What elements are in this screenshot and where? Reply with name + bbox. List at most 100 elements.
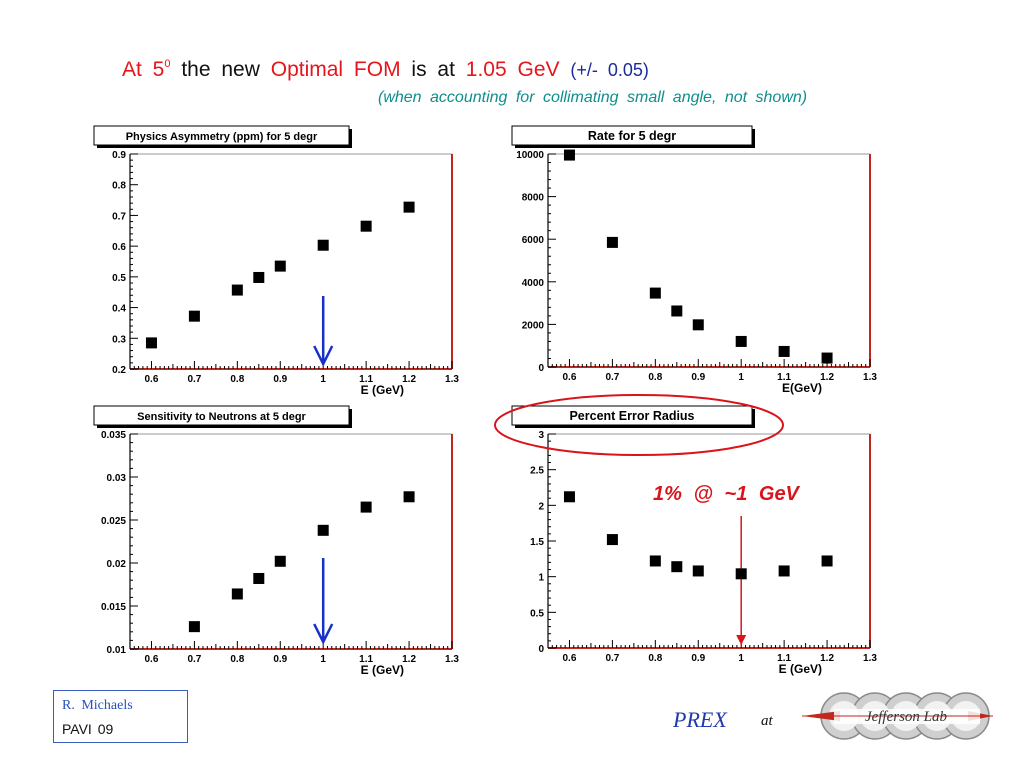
conference-label: PAVI 09 [62, 721, 114, 737]
x-tick-label: 1.3 [445, 374, 459, 385]
y-tick-label: 2000 [522, 320, 545, 331]
x-tick-label: 0.8 [230, 374, 244, 385]
arrow-head [313, 623, 334, 645]
data-point [671, 305, 683, 317]
y-tick-label: 0.7 [112, 211, 126, 222]
data-point [231, 588, 243, 600]
data-point [778, 565, 790, 577]
data-point [649, 555, 661, 567]
arrow-head [736, 635, 747, 645]
x-axis-label: E(GeV) [782, 381, 822, 395]
x-tick-label: 1.2 [820, 372, 834, 383]
y-tick-label: 0.02 [107, 559, 127, 570]
x-tick-label: 1.2 [820, 653, 834, 664]
y-tick-label: 3 [538, 430, 544, 441]
data-point [403, 491, 415, 503]
y-tick-label: 0.015 [101, 602, 126, 613]
title-energy: 1.05 GeV [465, 58, 560, 81]
y-tick-label: 0.025 [101, 516, 126, 527]
jefferson-lab-logo: Jefferson Lab [800, 688, 995, 748]
y-tick-label: 10000 [516, 150, 544, 161]
x-tick-label: 0.6 [563, 653, 577, 664]
y-tick-label: 0.01 [107, 645, 127, 656]
data-point [671, 561, 683, 573]
x-tick-label: 1.3 [863, 653, 877, 664]
chart-title-box [93, 405, 350, 426]
y-tick-label: 1 [538, 573, 544, 584]
y-tick-label: 4000 [522, 278, 545, 289]
x-tick-label: 0.7 [605, 372, 619, 383]
y-tick-label: 0 [538, 363, 544, 374]
data-point [253, 572, 265, 584]
data-point [735, 335, 747, 347]
annotation-one-percent: 1% @ ~1 GeV [653, 483, 799, 505]
title-superscript: 0 [164, 58, 171, 70]
data-point [231, 284, 243, 296]
data-point [145, 337, 157, 349]
y-tick-label: 2.5 [530, 466, 544, 477]
y-tick-label: 0.035 [101, 430, 126, 441]
chart-title: Rate for 5 degr [588, 129, 676, 143]
y-tick-label: 0 [538, 644, 544, 655]
x-tick-label: 0.9 [273, 374, 287, 385]
y-tick-label: 0.03 [107, 473, 127, 484]
at-label: at [761, 713, 773, 729]
x-tick-label: 1.1 [777, 653, 791, 664]
x-tick-label: 0.8 [648, 372, 662, 383]
slide-title: At 50 the new Optimal FOM is at 1.05 GeV… [122, 58, 649, 82]
chart-title-box [511, 125, 753, 146]
x-tick-label: 1.1 [359, 654, 373, 665]
data-point [563, 149, 575, 161]
chart-title: Percent Error Radius [569, 409, 694, 423]
title-at: At 5 [122, 58, 165, 81]
data-point [821, 352, 833, 364]
chart-physics-asymmetry: 0.6 0.7 0.8 0.9 1 1.1 1.2 1.3 0.2 0.3 0.4 0.5 0.6 0.7… [82, 124, 482, 399]
chart-title-box [93, 125, 350, 146]
data-point [778, 345, 790, 357]
y-tick-label: 0.9 [112, 150, 126, 161]
x-axis-label: E (GeV) [361, 663, 404, 677]
x-tick-label: 0.9 [273, 654, 287, 665]
x-tick-label: 1.1 [359, 374, 373, 385]
y-tick-label: 0.6 [112, 242, 126, 253]
y-tick-label: 0.4 [112, 304, 126, 315]
title-the-new: the new [181, 58, 260, 81]
slide-subtitle: (when accounting for collimating small a… [378, 89, 808, 106]
data-point [317, 524, 329, 536]
x-tick-label: 1 [320, 374, 326, 385]
x-tick-label: 1.3 [863, 372, 877, 383]
highlight-ellipse [492, 392, 792, 463]
chart-sensitivity: 0.6 0.7 0.8 0.9 1 1.1 1.2 1.3 0.01 0.015 0.02 0.025… [82, 404, 482, 679]
data-point [606, 534, 618, 546]
x-tick-label: 0.7 [187, 654, 201, 665]
y-tick-label: 8000 [522, 193, 545, 204]
title-is-at: is at [411, 58, 455, 81]
y-tick-label: 0.8 [112, 181, 126, 192]
data-point [317, 239, 329, 251]
x-tick-label: 0.6 [563, 372, 577, 383]
x-tick-label: 0.9 [691, 653, 705, 664]
x-tick-label: 1 [738, 372, 744, 383]
arrow-head [313, 345, 334, 367]
data-point [360, 220, 372, 232]
prex-label: PREX [673, 707, 727, 732]
data-point [253, 271, 265, 283]
chart-title: Physics Asymmetry (ppm) for 5 degr [126, 131, 318, 143]
y-tick-label: 1.5 [530, 537, 544, 548]
data-point [821, 555, 833, 567]
x-axis-label: E (GeV) [779, 662, 822, 676]
chart-title-box [511, 405, 753, 426]
chart-title: Sensitivity to Neutrons at 5 degr [137, 411, 306, 423]
x-tick-label: 0.9 [691, 372, 705, 383]
x-tick-label: 1.1 [777, 372, 791, 383]
chart-percent-error-radius: 0.6 0.7 0.8 0.9 1 1.1 1.2 1.3 0 0.5 1 1.5 2 2.5 3 E (Ge… [500, 404, 900, 679]
x-tick-label: 0.8 [230, 654, 244, 665]
y-tick-label: 0.5 [530, 608, 544, 619]
x-tick-label: 1.2 [402, 374, 416, 385]
x-tick-label: 0.7 [187, 374, 201, 385]
title-uncertainty: (+/- 0.05) [570, 60, 649, 80]
x-tick-label: 0.6 [145, 374, 159, 385]
y-tick-label: 2 [538, 501, 544, 512]
logo-text: Jefferson Lab [865, 709, 948, 725]
x-tick-label: 1.2 [402, 654, 416, 665]
